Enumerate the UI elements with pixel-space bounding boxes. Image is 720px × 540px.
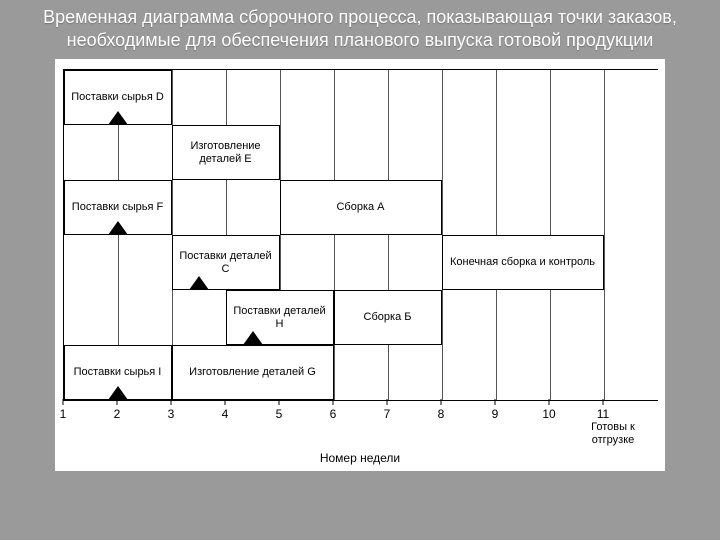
ready-to-ship-label: Готовы к отгрузке xyxy=(573,421,653,446)
order-point-marker xyxy=(108,111,128,125)
tick-mark xyxy=(387,399,388,405)
gantt-chart: Поставки сырья DИзготовление деталей EСб… xyxy=(63,69,658,401)
tick-label: 6 xyxy=(330,407,337,421)
gantt-block-final: Конечная сборка и контроль xyxy=(442,235,604,290)
x-axis-label: Номер недели xyxy=(63,451,657,465)
order-point-marker xyxy=(108,221,128,235)
tick-mark xyxy=(225,399,226,405)
tick-mark xyxy=(279,399,280,405)
tick-label: 8 xyxy=(438,407,445,421)
tick-label: 1 xyxy=(60,407,67,421)
tick-mark xyxy=(495,399,496,405)
gantt-block-parts-g: Изготовление деталей G xyxy=(172,345,334,400)
chart-panel: Поставки сырья DИзготовление деталей EСб… xyxy=(55,59,665,471)
order-point-marker xyxy=(243,331,263,345)
gantt-block-assembly-a: Сборка A xyxy=(280,180,442,235)
tick-mark xyxy=(333,399,334,405)
order-point-marker xyxy=(108,386,128,400)
tick-label: 2 xyxy=(114,407,121,421)
order-point-marker xyxy=(189,276,209,290)
tick-label: 3 xyxy=(168,407,175,421)
gridline xyxy=(604,70,605,400)
tick-mark xyxy=(171,399,172,405)
tick-label: 10 xyxy=(542,407,555,421)
tick-label: 9 xyxy=(492,407,499,421)
tick-mark xyxy=(549,399,550,405)
tick-label: 4 xyxy=(222,407,229,421)
gridline xyxy=(334,70,335,400)
gridline xyxy=(388,70,389,400)
tick-mark xyxy=(63,399,64,405)
gantt-block-assembly-b: Сборка Б xyxy=(334,290,442,345)
page-title: Временная диаграмма сборочного процесса,… xyxy=(10,6,710,51)
x-axis: 1 2 3 4 5 6 7 8 9 10 11Готовы к отгрузке xyxy=(63,403,657,451)
tick-label: 7 xyxy=(384,407,391,421)
tick-label: 11 xyxy=(597,407,609,421)
tick-label: 5 xyxy=(276,407,283,421)
gantt-block-parts-e: Изготовление деталей E xyxy=(172,125,280,180)
tick-mark xyxy=(441,399,442,405)
tick-mark xyxy=(603,399,604,405)
tick-mark xyxy=(117,399,118,405)
